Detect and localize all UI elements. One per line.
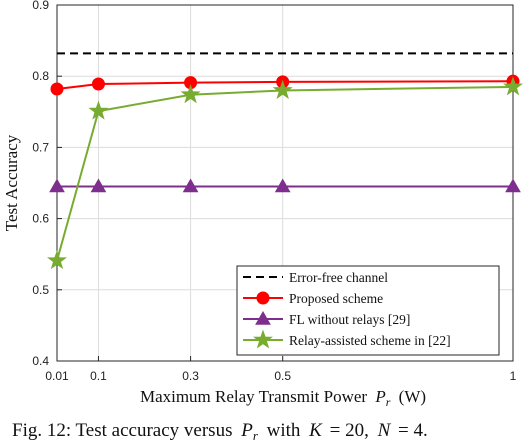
- circle-marker: [91, 77, 105, 91]
- series-group: [46, 52, 524, 270]
- x-axis-label-subscript: r: [386, 395, 391, 409]
- x-axis-ticks: 0.01 0.1 0.3 0.5 1: [45, 356, 517, 383]
- star-marker: [180, 84, 201, 104]
- y-tick-label: 0.7: [32, 140, 49, 154]
- y-tick-label: 0.9: [32, 0, 49, 12]
- x-axis-label-symbol: P: [374, 387, 385, 406]
- star-marker: [272, 79, 293, 99]
- x-tick-label: 0.5: [274, 369, 291, 383]
- caption-p-sub: r: [253, 428, 259, 442]
- x-tick-label: 1: [510, 369, 517, 383]
- y-axis-label: Test Accuracy: [2, 134, 21, 231]
- caption-text: Fig. 12: Test accuracy versus: [12, 420, 232, 441]
- triangle-marker: [49, 178, 65, 193]
- legend-label: Error-free channel: [289, 270, 388, 285]
- triangle-marker: [274, 178, 291, 193]
- x-axis-label: Maximum Relay Transmit Power Pr (W): [140, 387, 426, 410]
- triangle-marker: [505, 178, 521, 193]
- x-tick-label: 0.01: [45, 369, 69, 383]
- series-3: [46, 76, 524, 270]
- y-tick-label: 0.5: [32, 283, 49, 297]
- x-tick-label: 0.1: [90, 369, 107, 383]
- caption-with: with: [267, 420, 301, 441]
- x-axis-label-text: Maximum Relay Transmit Power: [140, 387, 367, 406]
- y-axis-ticks: 0.4 0.5 0.6 0.7 0.8 0.9: [32, 0, 62, 368]
- y-tick-label: 0.4: [32, 354, 49, 368]
- caption-n-val: = 4.: [398, 420, 428, 441]
- circle-marker: [256, 291, 270, 305]
- y-tick-label: 0.6: [32, 212, 49, 226]
- triangle-marker: [255, 310, 271, 325]
- caption-p: P: [240, 420, 253, 441]
- series-2: [49, 178, 521, 193]
- legend-label: Relay-assisted scheme in [22]: [289, 333, 451, 348]
- caption-n: N: [377, 420, 392, 441]
- caption-k: K: [308, 420, 323, 441]
- legend: Error-free channel Proposed scheme FL with…: [236, 265, 500, 356]
- caption-k-val: = 20,: [330, 420, 369, 441]
- star-marker: [88, 100, 109, 120]
- star-marker: [46, 250, 68, 270]
- figure-caption: Fig. 12: Test accuracy versus Pr with K …: [12, 420, 428, 442]
- legend-label: FL without relays [29]: [289, 312, 410, 327]
- y-tick-label: 0.8: [32, 69, 49, 83]
- triangle-marker: [182, 178, 199, 193]
- series-line: [56, 85, 514, 261]
- star-marker: [252, 329, 274, 349]
- legend-label: Proposed scheme: [289, 291, 383, 306]
- triangle-marker: [90, 178, 107, 193]
- star-marker: [502, 76, 524, 96]
- circle-marker: [50, 82, 64, 96]
- x-axis-label-unit: (W): [399, 387, 426, 406]
- x-tick-label: 0.3: [182, 369, 199, 383]
